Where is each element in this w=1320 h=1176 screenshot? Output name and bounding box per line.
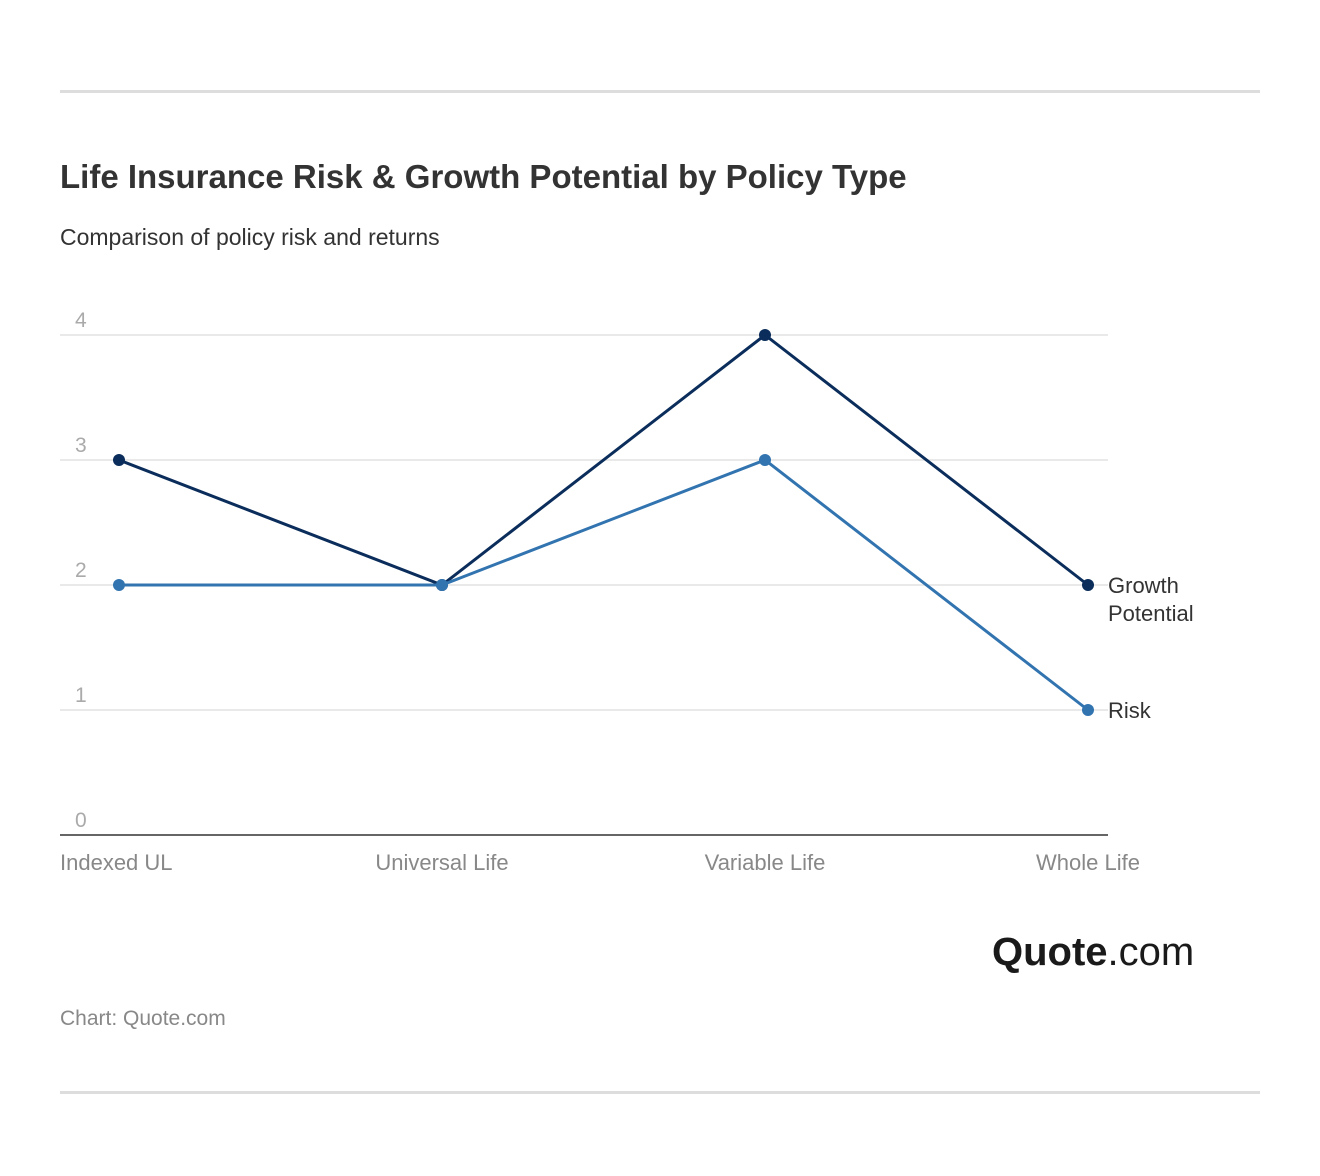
data-point <box>113 454 125 466</box>
data-point <box>1082 579 1094 591</box>
series-label: Risk <box>1108 698 1152 723</box>
y-tick-label: 3 <box>75 434 87 457</box>
series-line <box>118 333 1089 587</box>
series-label: Growth <box>1108 573 1179 598</box>
data-point <box>759 454 771 466</box>
x-tick-label: Universal Life <box>375 850 508 875</box>
y-tick-label: 4 <box>75 309 87 332</box>
bottom-divider <box>60 1091 1260 1094</box>
chart-title: Life Insurance Risk & Growth Potential b… <box>60 158 907 195</box>
top-divider <box>60 90 1260 93</box>
x-tick-label: Whole Life <box>1036 850 1140 875</box>
series-label: Potential <box>1108 601 1194 626</box>
quote-logo: Quote.com <box>992 930 1195 974</box>
y-tick-label: 0 <box>75 809 87 832</box>
y-tick-label: 1 <box>75 684 87 707</box>
x-tick-label: Indexed UL <box>60 850 173 875</box>
chart-subtitle: Comparison of policy risk and returns <box>60 224 440 250</box>
data-point <box>759 329 771 341</box>
data-point <box>1082 704 1094 716</box>
data-point <box>436 579 448 591</box>
data-point <box>113 579 125 591</box>
x-tick-label: Variable Life <box>705 850 826 875</box>
y-tick-label: 2 <box>75 559 87 582</box>
chart-source: Chart: Quote.com <box>60 1007 226 1030</box>
series-line <box>119 458 1089 712</box>
